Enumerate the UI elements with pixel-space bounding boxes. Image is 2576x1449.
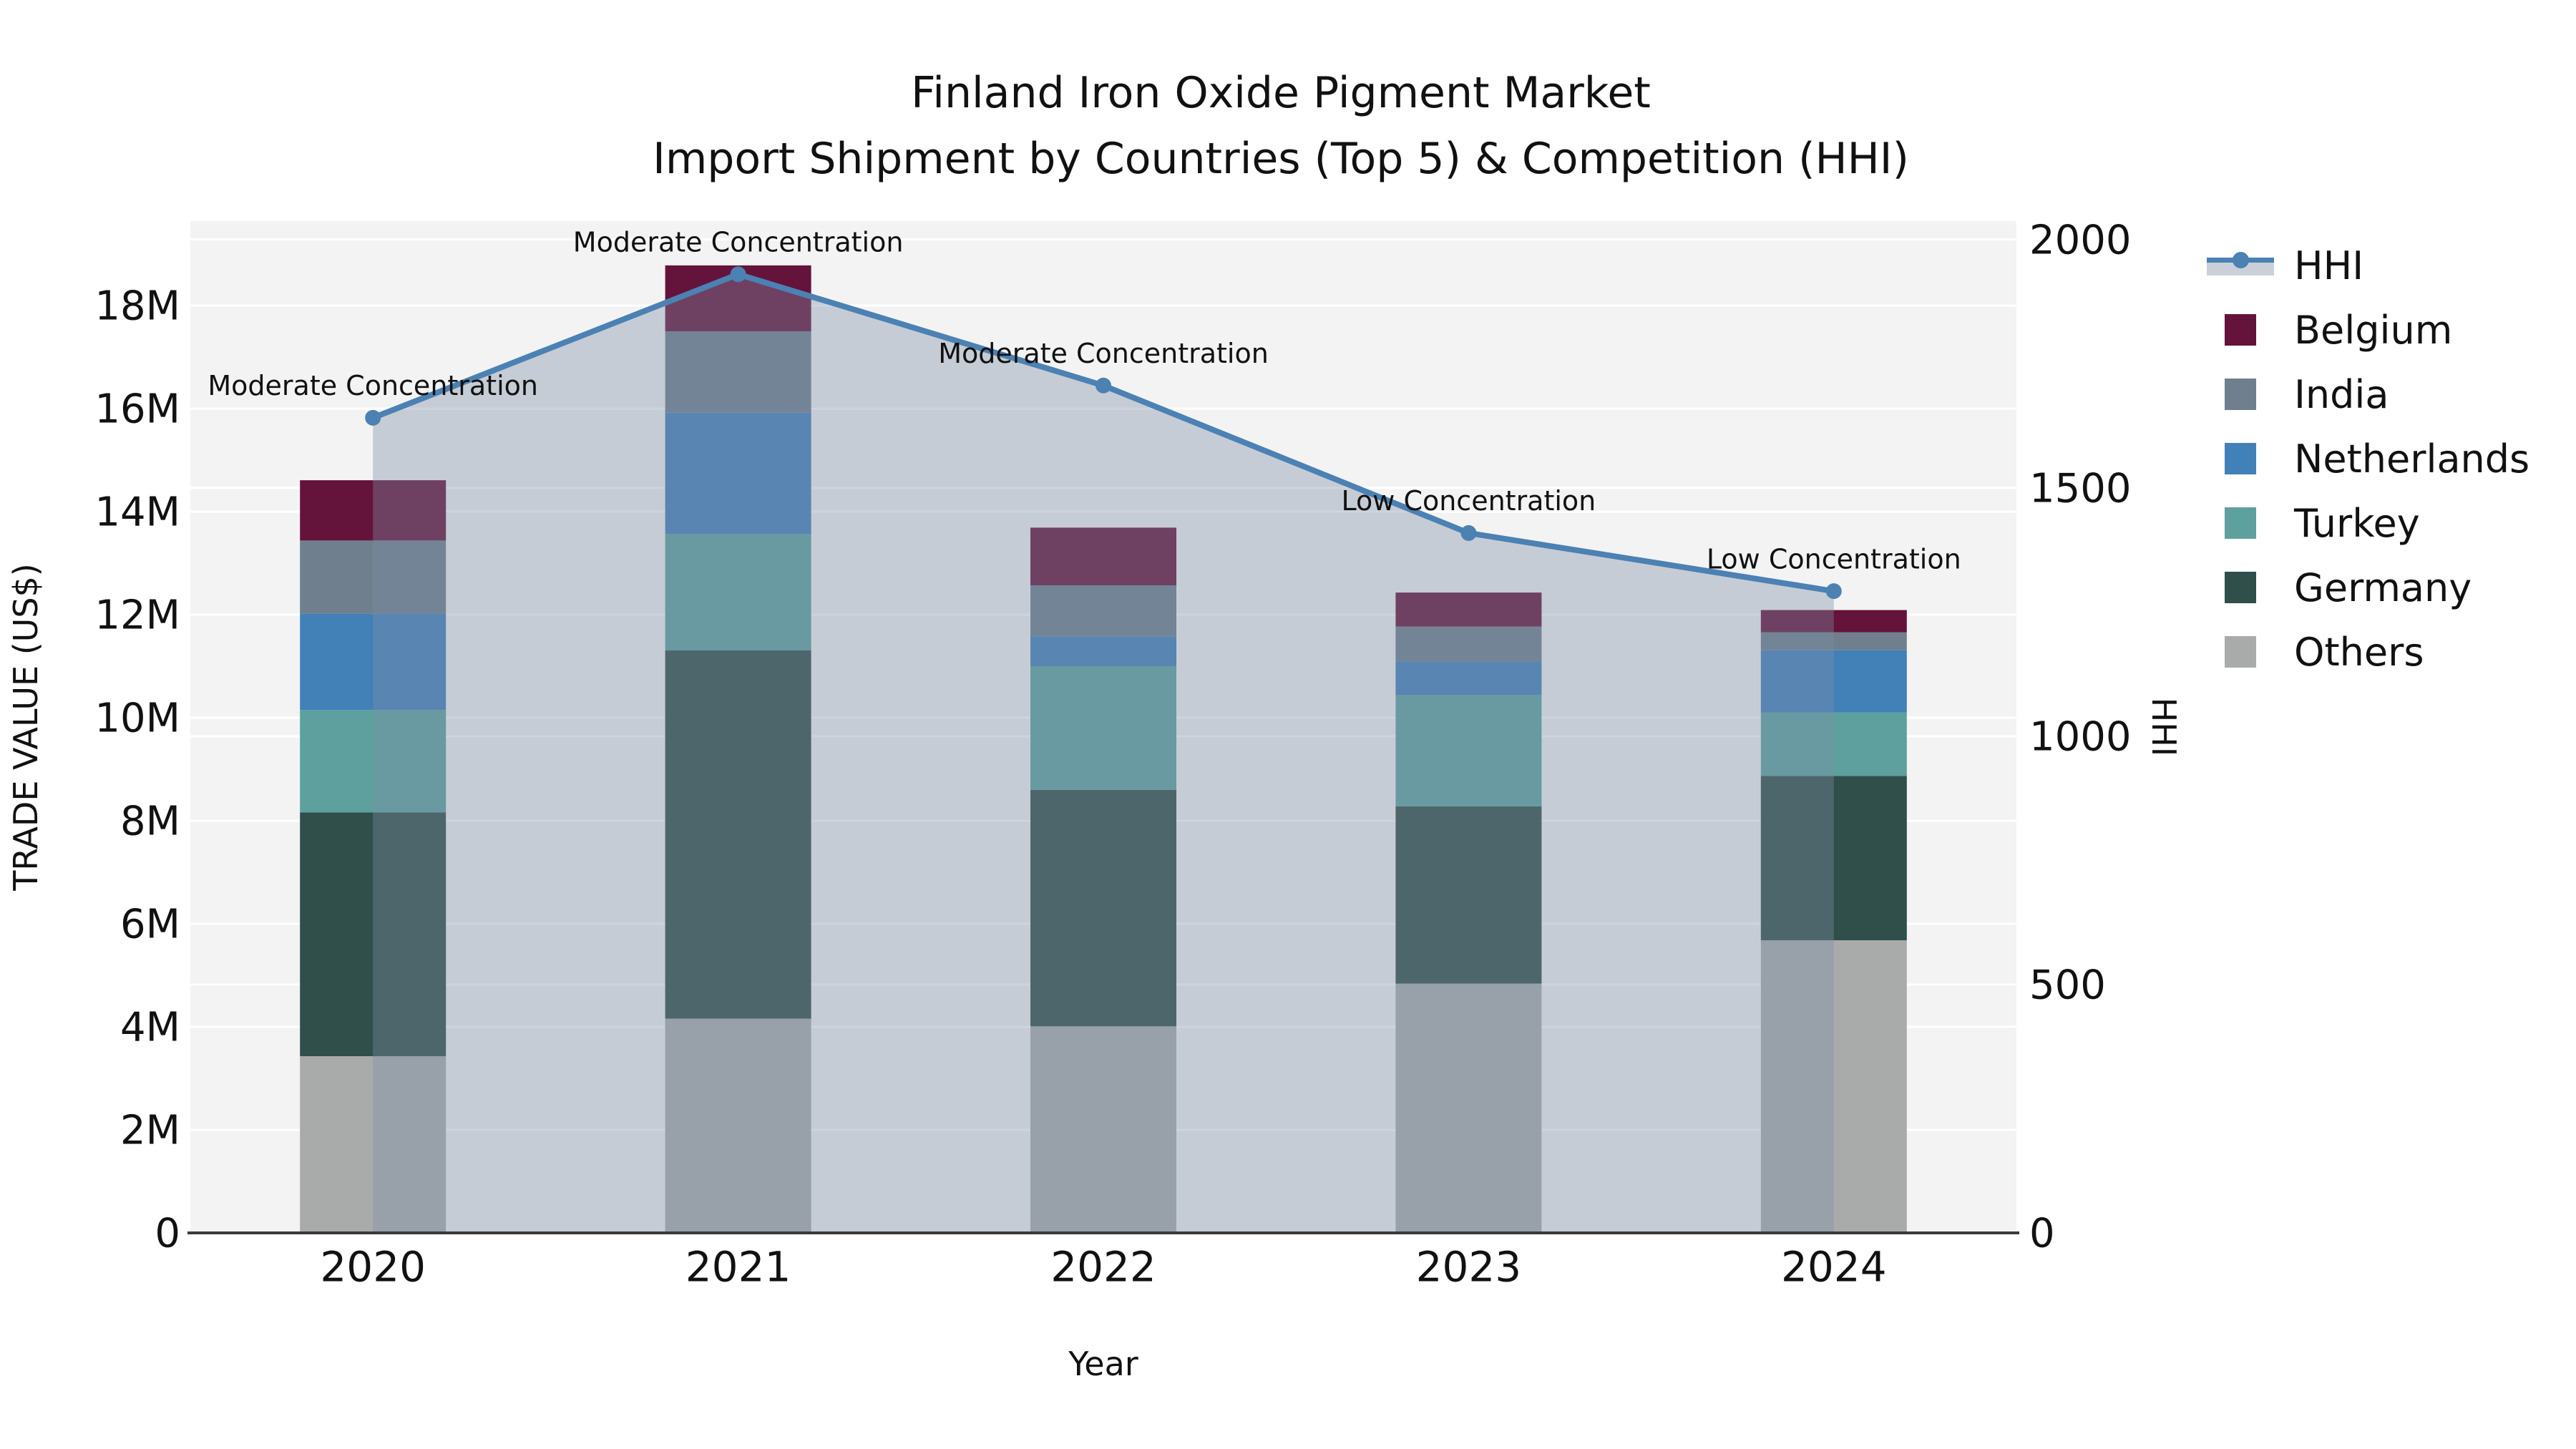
bar-segment-others-2020 [300,1056,447,1233]
hhi-marker-2023 [1460,525,1477,541]
left-tick-label: 6M [120,902,180,948]
legend-swatch-icon [2207,636,2274,668]
hhi-marker-2020 [365,409,381,426]
bar-segment-others-2022 [1030,1026,1176,1233]
bar-segment-turkey-2021 [665,534,811,650]
bar-segment-india-2022 [1030,585,1176,637]
x-tick-label: 2020 [320,1242,426,1291]
hhi-marker-2024 [1825,583,1842,600]
left-tick-label: 0 [155,1211,180,1257]
right-tick-label: 2000 [2029,217,2132,263]
legend-swatch-icon [2207,572,2274,603]
x-tick-label: 2021 [686,1242,791,1291]
x-axis-title: Year [1068,1345,1138,1383]
legend-item-germany[interactable]: Germany [2207,555,2529,620]
left-axis-title: TRADE VALUE (US$) [6,563,45,891]
bar-segment-belgium-2024 [1760,610,1907,633]
chart-title-line2: Import Shipment by Countries (Top 5) & C… [653,134,1909,184]
legend-label: Germany [2294,565,2472,610]
legend-swatch-icon [2207,443,2274,474]
legend-label: HHI [2294,243,2364,288]
bar-segment-belgium-2020 [300,480,447,541]
right-tick-label: 1000 [2029,713,2132,760]
bar-segment-belgium-2022 [1030,527,1176,586]
annotation-label-2023: Low Concentration [1342,485,1596,517]
bar-segment-india-2024 [1760,632,1907,650]
bar-segment-turkey-2024 [1760,712,1907,776]
hhi-marker-2022 [1096,377,1111,394]
left-tick-label: 12M [94,592,180,639]
chart-title: Finland Iron Oxide Pigment Market Import… [653,60,1909,192]
left-tick-label: 10M [94,696,180,742]
bar-segment-others-2021 [665,1018,811,1233]
right-tick-label: 500 [2029,962,2106,1009]
hhi-line [365,266,1842,600]
chart-title-line1: Finland Iron Oxide Pigment Market [911,68,1651,118]
bar-segment-germany-2023 [1395,806,1542,984]
bar-segment-belgium-2023 [1395,592,1542,627]
bar-segment-others-2023 [1395,983,1542,1233]
bar-segment-india-2021 [665,331,811,413]
x-axis-line [187,1231,2019,1234]
legend-item-netherlands[interactable]: Netherlands [2207,426,2529,491]
annotations: Moderate Concentration Moderate Concentra… [208,227,1961,575]
legend-item-turkey[interactable]: Turkey [2207,491,2529,555]
bar-segment-netherlands-2022 [1030,636,1176,667]
hhi-area-polygon [373,274,1834,1233]
legend-item-belgium[interactable]: Belgium [2207,298,2529,362]
bar-segment-india-2020 [300,540,447,614]
bar-segment-netherlands-2024 [1760,650,1907,713]
bar-segment-germany-2024 [1760,776,1907,941]
legend-label: Belgium [2294,307,2453,353]
right-tick-label: 0 [2029,1211,2055,1257]
bar-segment-india-2023 [1395,626,1542,662]
right-tick-label: 1500 [2029,465,2132,512]
stacked-bars [300,265,1907,1233]
legend-item-india[interactable]: India [2207,362,2529,426]
legend: HHI Belgium India Netherlands Turkey Germany O… [2207,233,2529,684]
left-tick-label: 18M [94,283,180,330]
hhi-marker-2021 [730,266,746,283]
left-tick-label: 16M [94,386,180,433]
bar-segment-others-2024 [1760,940,1907,1233]
bar-segment-turkey-2022 [1030,666,1176,790]
hhi-line-icon [2207,250,2274,281]
x-tick-label: 2022 [1050,1242,1156,1291]
annotation-label-2021: Moderate Concentration [573,227,904,258]
right-axis-title: HHI [2145,698,2183,757]
left-tick-label: 4M [120,1005,180,1051]
annotation-label-2022: Moderate Concentration [938,338,1269,369]
bar-segment-netherlands-2023 [1395,661,1542,696]
bar-segment-turkey-2023 [1395,695,1542,806]
legend-swatch-icon [2207,507,2274,539]
axis-tick-labels: 0 2M 4M 6M 8M 10M 12M 14M 16M 18M 0 500 1000 1500 2000… [94,217,2131,1291]
legend-label: Netherlands [2294,436,2530,482]
legend-label: India [2294,371,2389,417]
x-tick-label: 2024 [1781,1242,1887,1291]
annotation-label-2020: Moderate Concentration [208,370,538,401]
left-tick-label: 2M [120,1108,180,1154]
hhi-area-fill [373,274,1834,1233]
legend-label: Turkey [2294,500,2420,546]
left-tick-label: 14M [94,489,180,536]
legend-swatch-icon [2207,314,2274,346]
bar-segment-germany-2022 [1030,789,1176,1027]
left-tick-label: 8M [120,799,180,845]
legend-swatch-icon [2207,379,2274,410]
legend-label: Others [2294,629,2424,675]
annotation-label-2024: Low Concentration [1707,543,1961,575]
legend-item-hhi[interactable]: HHI [2207,233,2529,298]
bar-segment-netherlands-2020 [300,613,447,711]
bar-segment-netherlands-2021 [665,412,811,535]
bar-segment-germany-2020 [300,812,447,1057]
legend-item-others[interactable]: Others [2207,620,2529,684]
bar-segment-germany-2021 [665,650,811,1019]
bar-segment-turkey-2020 [300,710,447,813]
x-tick-label: 2023 [1416,1242,1522,1291]
